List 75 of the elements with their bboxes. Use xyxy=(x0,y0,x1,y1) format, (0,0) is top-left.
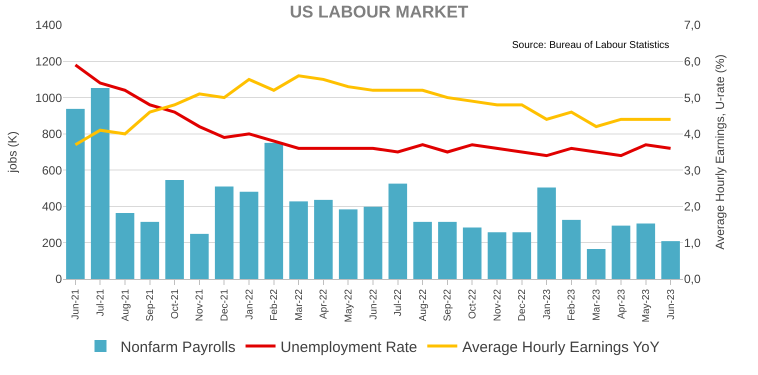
bar xyxy=(512,232,532,279)
x-tick-label: Mar-23 xyxy=(591,288,602,321)
x-tick-label: Jul-21 xyxy=(95,288,106,316)
y2-tick-label: 0,0 xyxy=(684,272,702,286)
x-tick-label: Feb-22 xyxy=(269,288,280,321)
x-tick-label: Apr-23 xyxy=(616,288,628,320)
x-tick-label: May-23 xyxy=(641,288,652,322)
bar xyxy=(462,227,482,279)
x-tick-label: May-22 xyxy=(343,288,354,322)
x-tick-label: Nov-22 xyxy=(492,288,504,322)
y-axis-title: jobs (K) xyxy=(6,131,20,174)
x-tick-label: Aug-21 xyxy=(120,288,132,322)
bar xyxy=(537,188,556,279)
x-tick-label: Sep-22 xyxy=(442,288,454,322)
y-tick-label: 0 xyxy=(55,272,62,286)
y2-tick-label: 2,0 xyxy=(684,200,702,214)
legend-label: Nonfarm Payrolls xyxy=(120,338,236,356)
bar xyxy=(116,212,134,279)
y2-tick-label: 3,0 xyxy=(684,163,702,178)
legend-label: Unemployment Rate xyxy=(280,338,418,356)
x-tick-label: Oct-21 xyxy=(170,288,181,320)
x-tick-label: Oct-22 xyxy=(467,288,478,320)
bar xyxy=(612,226,630,279)
x-tick-label: Aug-22 xyxy=(418,288,429,322)
bar xyxy=(586,249,606,279)
y-tick-label: 600 xyxy=(42,163,62,178)
x-tick-label: Sep-21 xyxy=(145,288,156,322)
bar xyxy=(214,186,234,279)
bar xyxy=(289,201,308,279)
y2-tick-label: 7,0 xyxy=(684,18,702,32)
bar xyxy=(388,184,408,279)
y2-tick-label: 1,0 xyxy=(684,236,702,250)
bar xyxy=(661,241,680,279)
y2-axis-title: Average Hourly Earnings, U-rate (%) xyxy=(712,54,727,250)
y-tick-label: 1200 xyxy=(35,54,62,68)
bar xyxy=(338,209,358,279)
bar xyxy=(413,222,432,279)
y-tick-label: 400 xyxy=(42,200,62,214)
chart-title: US LABOUR MARKET xyxy=(290,2,469,22)
line-series xyxy=(74,63,672,158)
bar xyxy=(364,206,382,279)
bar xyxy=(264,142,284,279)
line-series xyxy=(74,74,672,146)
legend-label: Average Hourly Earnings YoY xyxy=(462,338,660,356)
x-tick-label: Mar-22 xyxy=(294,288,305,321)
bar xyxy=(488,232,506,279)
bar xyxy=(314,200,333,279)
y-tick-label: 1400 xyxy=(35,18,62,32)
bar xyxy=(66,108,85,279)
bar xyxy=(562,220,581,279)
x-tick-label: Jun-21 xyxy=(70,288,82,320)
x-tick-label: Jan-23 xyxy=(542,288,553,320)
y2-tick-label: 5,0 xyxy=(684,90,702,105)
x-tick-label: Jun-22 xyxy=(368,288,380,320)
bar xyxy=(90,88,110,279)
x-tick-label: Apr-22 xyxy=(318,288,330,320)
x-tick-label: Jul-22 xyxy=(393,288,404,316)
annotation: Source: Bureau of Labour Statistics xyxy=(512,40,670,51)
bar xyxy=(240,192,258,279)
y-tick-label: 1000 xyxy=(35,90,62,105)
x-tick-label: Dec-21 xyxy=(219,288,230,322)
bar xyxy=(165,180,184,279)
x-tick-label: Nov-21 xyxy=(194,288,206,322)
x-tick-label: Dec-22 xyxy=(517,288,528,322)
bar xyxy=(140,222,160,279)
x-tick-label: Feb-23 xyxy=(566,288,578,321)
bar xyxy=(190,234,209,279)
y-tick-label: 200 xyxy=(42,236,62,250)
x-tick-label: Jun-23 xyxy=(666,288,677,320)
bar xyxy=(438,222,457,279)
y2-tick-label: 6,0 xyxy=(684,54,702,68)
bar xyxy=(636,223,656,279)
x-tick-label: Jan-22 xyxy=(244,288,256,320)
y2-tick-label: 4,0 xyxy=(684,127,702,142)
y-tick-label: 800 xyxy=(42,127,62,142)
